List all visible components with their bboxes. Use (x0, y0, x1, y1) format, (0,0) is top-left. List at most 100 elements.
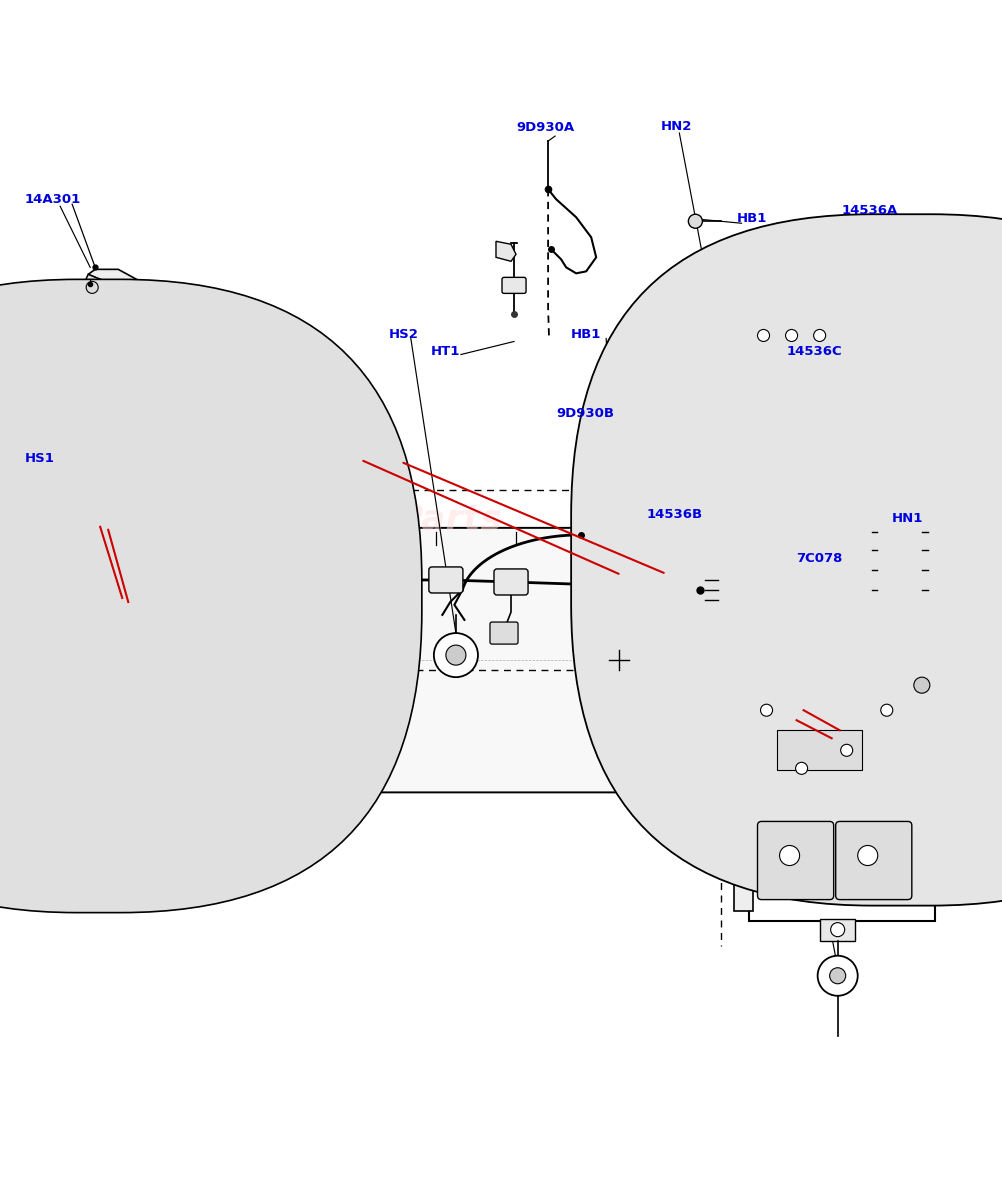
Circle shape (120, 643, 130, 653)
Text: HT1: HT1 (431, 344, 460, 358)
FancyBboxPatch shape (926, 473, 962, 509)
Circle shape (902, 665, 942, 706)
FancyBboxPatch shape (854, 401, 890, 437)
FancyBboxPatch shape (105, 587, 139, 613)
FancyBboxPatch shape (494, 569, 528, 595)
Circle shape (86, 281, 98, 293)
FancyBboxPatch shape (749, 796, 935, 920)
Circle shape (796, 762, 808, 774)
Circle shape (71, 590, 85, 605)
FancyBboxPatch shape (890, 509, 926, 545)
FancyBboxPatch shape (429, 566, 463, 593)
Circle shape (446, 646, 466, 665)
Ellipse shape (25, 530, 175, 791)
Circle shape (72, 636, 82, 646)
FancyBboxPatch shape (734, 805, 753, 911)
FancyBboxPatch shape (836, 822, 912, 900)
Circle shape (83, 692, 93, 702)
Circle shape (107, 618, 117, 628)
FancyBboxPatch shape (782, 509, 818, 545)
FancyBboxPatch shape (758, 822, 834, 900)
FancyBboxPatch shape (571, 215, 1002, 906)
FancyBboxPatch shape (818, 473, 854, 509)
FancyBboxPatch shape (782, 473, 818, 509)
FancyBboxPatch shape (238, 572, 273, 599)
FancyBboxPatch shape (926, 437, 962, 473)
FancyBboxPatch shape (782, 401, 818, 437)
FancyBboxPatch shape (890, 401, 926, 437)
FancyBboxPatch shape (0, 280, 422, 913)
Circle shape (814, 330, 826, 342)
FancyBboxPatch shape (83, 528, 688, 792)
FancyBboxPatch shape (820, 919, 855, 941)
FancyBboxPatch shape (854, 473, 890, 509)
Circle shape (71, 715, 85, 730)
Circle shape (786, 330, 798, 342)
Circle shape (55, 689, 69, 703)
Polygon shape (777, 731, 862, 770)
Text: 14536C: 14536C (787, 344, 843, 358)
FancyBboxPatch shape (854, 509, 890, 545)
Circle shape (601, 642, 637, 678)
Circle shape (434, 634, 478, 677)
Circle shape (758, 330, 770, 342)
FancyBboxPatch shape (818, 437, 854, 473)
Circle shape (688, 215, 702, 228)
Circle shape (881, 704, 893, 716)
FancyBboxPatch shape (490, 622, 518, 644)
Text: 9D930A: 9D930A (516, 121, 574, 134)
FancyBboxPatch shape (890, 473, 926, 509)
Text: HN1: HN1 (892, 512, 923, 524)
Text: HS2: HS2 (389, 329, 419, 342)
Polygon shape (82, 275, 115, 310)
Polygon shape (757, 660, 897, 780)
FancyBboxPatch shape (782, 437, 818, 473)
Circle shape (55, 617, 69, 631)
Circle shape (115, 715, 129, 730)
Text: 14A301: 14A301 (25, 193, 81, 206)
Polygon shape (88, 269, 155, 305)
FancyBboxPatch shape (818, 509, 854, 545)
Circle shape (830, 967, 846, 984)
Text: solariaParts: solariaParts (260, 503, 502, 536)
FancyBboxPatch shape (234, 624, 263, 646)
Text: 14536B: 14536B (646, 508, 702, 521)
Circle shape (115, 590, 129, 605)
Circle shape (103, 695, 113, 706)
FancyBboxPatch shape (854, 437, 890, 473)
Circle shape (93, 581, 107, 595)
Circle shape (131, 617, 145, 631)
Circle shape (118, 674, 128, 685)
FancyBboxPatch shape (890, 437, 926, 473)
Text: 14536A: 14536A (842, 204, 898, 217)
FancyBboxPatch shape (154, 632, 182, 654)
FancyBboxPatch shape (926, 401, 962, 437)
Text: 9D930B: 9D930B (556, 407, 614, 420)
Circle shape (87, 614, 97, 625)
FancyBboxPatch shape (818, 401, 854, 437)
Polygon shape (496, 241, 516, 262)
Circle shape (831, 923, 845, 937)
Circle shape (131, 689, 145, 703)
Circle shape (914, 677, 930, 694)
Text: HB1: HB1 (571, 329, 601, 342)
FancyBboxPatch shape (620, 620, 648, 642)
FancyBboxPatch shape (932, 840, 957, 881)
Circle shape (841, 744, 853, 756)
Circle shape (858, 846, 878, 865)
Circle shape (780, 846, 800, 865)
Circle shape (137, 653, 151, 667)
Circle shape (93, 725, 107, 739)
Ellipse shape (619, 576, 683, 744)
FancyBboxPatch shape (502, 277, 526, 293)
Text: HN2: HN2 (660, 120, 691, 133)
Text: 7C078: 7C078 (797, 552, 843, 565)
FancyBboxPatch shape (309, 566, 343, 593)
FancyBboxPatch shape (360, 620, 388, 642)
Circle shape (761, 704, 773, 716)
Circle shape (70, 667, 80, 678)
Circle shape (818, 955, 858, 996)
FancyBboxPatch shape (624, 568, 658, 594)
Text: HB1: HB1 (736, 212, 767, 226)
Circle shape (49, 653, 63, 667)
